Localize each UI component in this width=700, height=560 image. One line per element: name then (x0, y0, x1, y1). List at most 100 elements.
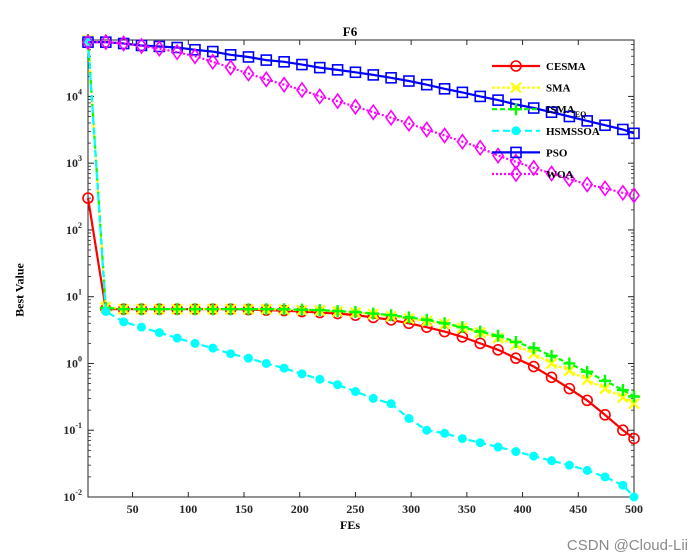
data-point-woa (581, 176, 594, 193)
x-axis-label: FEs (339, 518, 360, 532)
data-point-woa (492, 147, 505, 164)
data-point-pso (189, 43, 201, 56)
series-line-cesma (86, 197, 635, 440)
data-point-hsmssoa (629, 492, 639, 502)
legend-marker-woa (510, 165, 522, 183)
data-point-hsmssoa (582, 465, 592, 475)
data-point-hsmssoa (297, 369, 307, 379)
data-point-isma (295, 303, 308, 316)
data-point-pso (599, 119, 611, 132)
data-point-cesma (617, 424, 629, 437)
data-point-hsmssoa (386, 399, 396, 409)
watermark: CSDN @Cloud-Lii (566, 537, 688, 554)
data-point-pso (349, 66, 362, 79)
x-tick-label: 200 (291, 502, 309, 516)
x-tick-label: 400 (514, 502, 532, 516)
y-tick-label: 10-1 (63, 421, 82, 437)
data-point-isma (599, 374, 612, 387)
data-point-hsmssoa (368, 393, 378, 403)
data-point-cesma (82, 192, 94, 204)
data-point-isma (171, 303, 184, 316)
data-point-sma (545, 357, 558, 370)
data-point-isma (135, 303, 148, 316)
data-point-hsmssoa (226, 349, 236, 359)
data-point-isma (456, 321, 469, 334)
data-point-isma (117, 303, 130, 316)
data-point-pso (331, 64, 344, 76)
y-tick-label: 100 (66, 354, 82, 370)
data-point-woa (509, 153, 522, 171)
data-point-isma (402, 311, 415, 324)
data-point-pso (207, 45, 219, 58)
y-axis-label: Best Value (12, 263, 27, 317)
data-point-hsmssoa (457, 434, 467, 444)
data-point-pso (242, 51, 255, 63)
data-point-isma (563, 357, 576, 370)
data-point-sma (628, 397, 640, 410)
data-point-woa (171, 43, 184, 61)
data-point-cesma (599, 409, 611, 421)
data-point-pso (367, 69, 380, 81)
data-point-sma (599, 382, 611, 395)
data-point-isma (367, 307, 380, 320)
data-point-hsmssoa (529, 451, 539, 461)
data-point-woa (135, 37, 148, 55)
data-point-woa (331, 92, 344, 110)
y-tick-label: 103 (66, 154, 82, 170)
data-point-hsmssoa (261, 358, 271, 368)
data-point-woa (367, 103, 380, 121)
data-point-isma (153, 303, 166, 316)
legend-marker-pso (510, 146, 522, 159)
data-point-pso (474, 90, 487, 103)
legend-marker-isma (510, 103, 522, 116)
x-tick-label: 500 (625, 502, 643, 516)
data-point-isma (527, 342, 540, 355)
x-tick-label: 250 (346, 502, 364, 516)
data-point-pso (438, 83, 451, 95)
data-point-woa (349, 98, 362, 116)
data-point-woa (628, 186, 640, 204)
data-point-woa (295, 81, 308, 99)
data-point-isma (628, 390, 640, 403)
data-point-hsmssoa (440, 428, 450, 438)
data-point-woa (82, 33, 94, 51)
data-point-woa (313, 88, 326, 105)
data-point-hsmssoa (208, 343, 218, 353)
data-point-isma (224, 303, 237, 316)
data-point-isma (438, 317, 451, 330)
data-point-woa (474, 139, 487, 157)
data-point-woa (438, 127, 451, 144)
data-point-woa (545, 165, 558, 182)
data-point-hsmssoa (600, 472, 610, 482)
data-point-hsmssoa (511, 447, 521, 457)
y-tick-label: 101 (66, 288, 82, 304)
data-point-isma (206, 303, 219, 316)
data-point-isma (420, 313, 433, 326)
legend-label-cesma: CESMA (546, 61, 586, 73)
x-tick-label: 50 (127, 502, 139, 516)
data-point-pso (527, 102, 540, 114)
data-point-woa (402, 115, 415, 133)
data-point-pso (628, 127, 640, 140)
data-point-cesma (510, 352, 522, 364)
data-point-woa (260, 71, 273, 88)
series-line-woa (88, 41, 635, 197)
data-point-pso (385, 72, 397, 84)
data-point-isma (349, 306, 362, 319)
data-point-hsmssoa (279, 363, 289, 373)
data-point-woa (242, 65, 255, 82)
data-point-hsmssoa (404, 413, 414, 423)
data-point-hsmssoa (350, 387, 360, 397)
data-point-hsmssoa (190, 338, 200, 348)
data-point-cesma (563, 382, 576, 395)
data-point-hsmssoa (315, 374, 325, 384)
series-line-isma (86, 39, 635, 398)
data-point-pso (492, 94, 504, 106)
data-point-woa (599, 179, 612, 197)
data-point-hsmssoa (564, 460, 574, 470)
x-tick-label: 350 (458, 502, 476, 516)
legend-label-isma: ISMAEQ (546, 104, 586, 119)
data-point-hsmssoa (154, 328, 164, 338)
